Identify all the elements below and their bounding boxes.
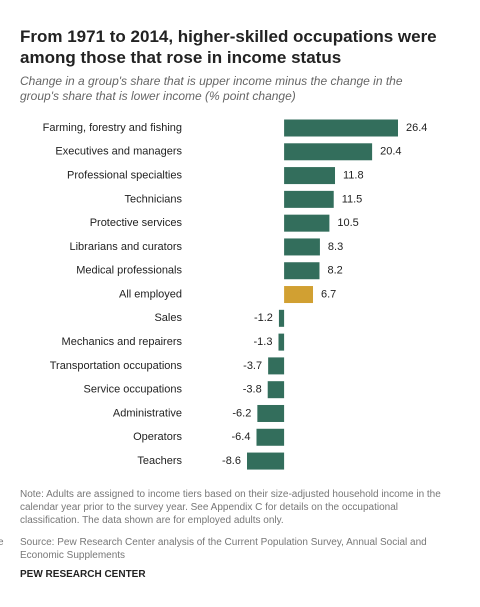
category-label: Service occupations: [84, 384, 183, 396]
value-label: -6.4: [232, 431, 251, 443]
category-label: Sales: [154, 312, 182, 324]
value-label: 8.2: [327, 265, 342, 277]
category-label: Professional specialties: [67, 169, 182, 181]
value-label: -6.2: [232, 407, 251, 419]
note: Note: Adults are assigned to income tier…: [20, 489, 441, 526]
bar: [247, 452, 285, 470]
chart: Farming, forestry and fishing 26.4 Executi…: [43, 119, 427, 470]
bar: [284, 286, 314, 304]
value-label: -1.3: [254, 336, 273, 348]
bar: [284, 167, 336, 185]
bar: [284, 190, 334, 208]
bar: [284, 238, 320, 256]
credit: PEW RESEARCH CENTER: [20, 569, 146, 580]
value-label: 20.4: [380, 146, 401, 158]
bar: [256, 428, 285, 446]
bar: [257, 404, 285, 422]
text-fragment: e: [0, 537, 4, 548]
category-label: Technicians: [125, 193, 183, 205]
category-label: Teachers: [137, 455, 182, 467]
category-label: Medical professionals: [76, 265, 182, 277]
value-label: 10.5: [337, 217, 358, 229]
value-label: 11.5: [342, 193, 363, 205]
bar: [284, 143, 373, 161]
value-label: 26.4: [406, 122, 427, 134]
bar: [284, 214, 330, 232]
category-label: Administrative: [113, 407, 182, 419]
category-label: All employed: [119, 288, 182, 300]
value-label: -3.7: [243, 360, 262, 372]
bar: [278, 333, 285, 351]
bar: [268, 357, 285, 375]
category-label: Protective services: [90, 217, 183, 229]
category-label: Farming, forestry and fishing: [43, 122, 182, 134]
value-label: -8.6: [222, 455, 241, 467]
value-label: -1.2: [254, 312, 273, 324]
value-label: -3.8: [243, 384, 262, 396]
category-label: Transportation occupations: [50, 360, 183, 372]
value-label: 6.7: [321, 288, 336, 300]
bar: [284, 262, 320, 280]
chart-title: From 1971 to 2014, higher-skilled occupa…: [20, 27, 437, 67]
source: Source: Pew Research Center analysis of …: [20, 537, 427, 561]
category-label: Operators: [133, 431, 182, 443]
value-label: 11.8: [343, 169, 364, 181]
chart-subtitle: Change in a group's share that is upper …: [20, 74, 403, 103]
bar: [284, 119, 398, 137]
bar: [267, 381, 285, 399]
category-label: Executives and managers: [55, 146, 182, 158]
value-label: 8.3: [328, 241, 343, 253]
category-label: Librarians and curators: [69, 241, 182, 253]
category-label: Mechanics and repairers: [62, 336, 183, 348]
bar: [278, 309, 285, 327]
